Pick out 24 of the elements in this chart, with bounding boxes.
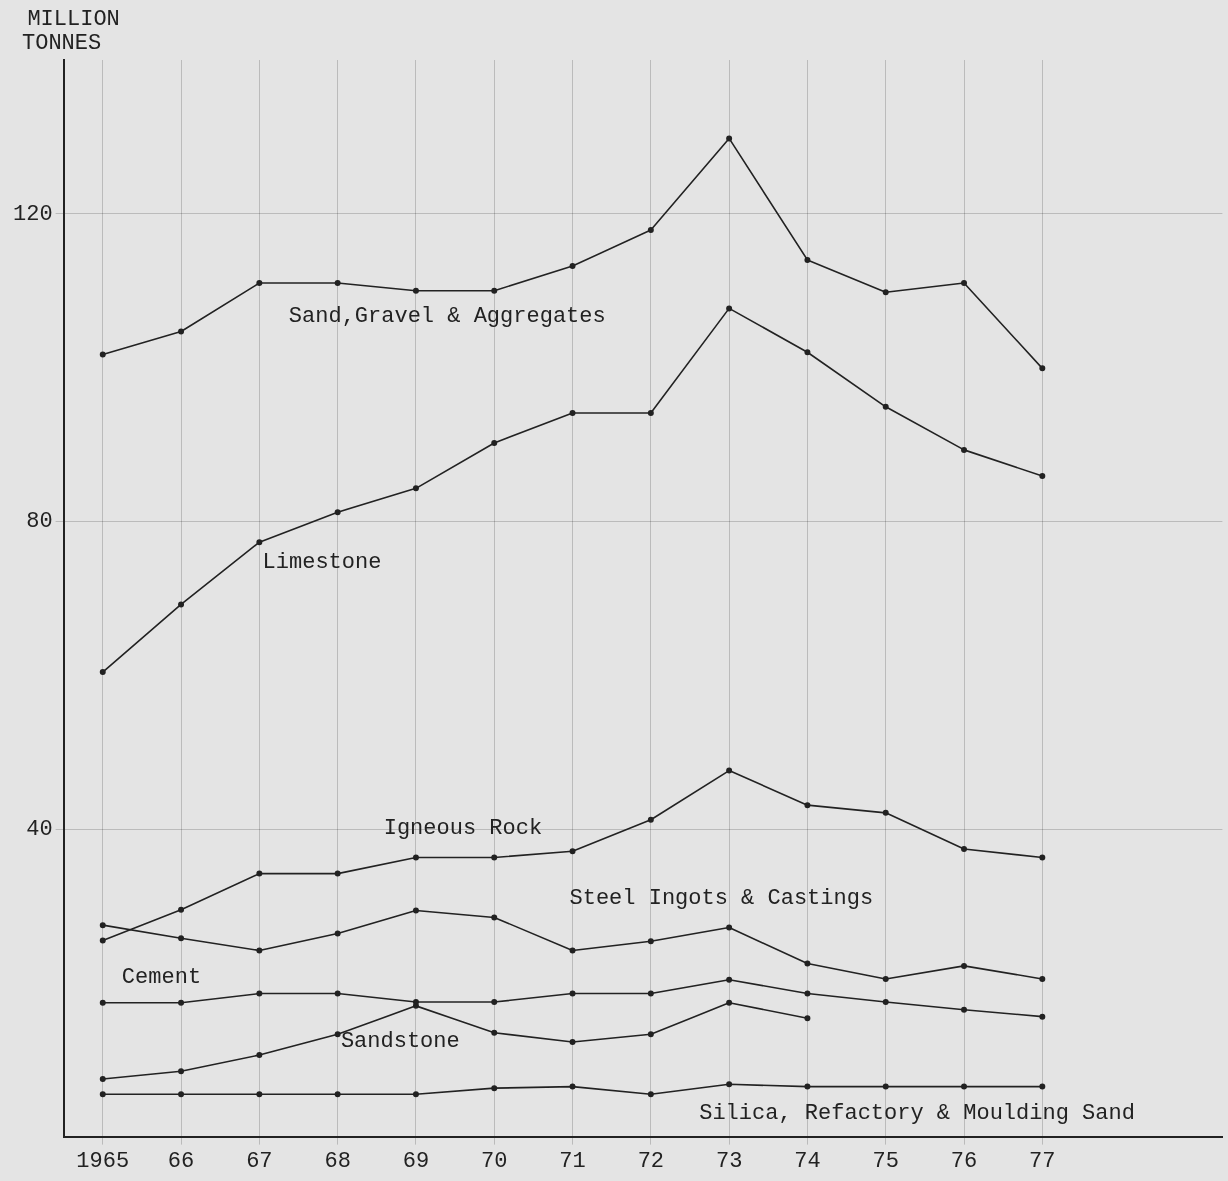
x-tick-label: 75 — [872, 1148, 899, 1174]
x-tick-label: 66 — [167, 1148, 195, 1174]
y-tick-label: 40 — [26, 816, 53, 842]
series-label: Sandstone — [340, 1029, 460, 1055]
x-tick-label: 68 — [324, 1148, 351, 1174]
x-tick-label: 72 — [637, 1148, 665, 1174]
y-axis-title: MILLION TONNES — [22, 6, 120, 56]
series-label: Sand,Gravel & Aggregates — [288, 303, 606, 329]
y-tick-label: 120 — [13, 201, 53, 227]
x-tick-label: 76 — [950, 1148, 978, 1174]
x-tick-label: 73 — [715, 1148, 743, 1174]
series-label: Igneous Rock — [383, 816, 543, 842]
x-tick-label: 71 — [559, 1148, 586, 1174]
series-label: Limestone — [262, 550, 382, 575]
x-tick-label: 74 — [794, 1148, 821, 1174]
x-tick-label: 67 — [246, 1148, 273, 1174]
series-label: Silica, Refactory & Moulding Sand — [699, 1101, 1135, 1127]
series-label: Steel Ingots & Castings — [569, 885, 874, 911]
y-tick-label: 80 — [26, 509, 53, 535]
x-tick-label: 1965 — [76, 1148, 130, 1174]
x-tick-label: 70 — [481, 1148, 508, 1174]
x-tick-label: 77 — [1029, 1148, 1056, 1174]
x-tick-label: 69 — [402, 1148, 430, 1174]
series-label: Cement — [121, 964, 202, 990]
